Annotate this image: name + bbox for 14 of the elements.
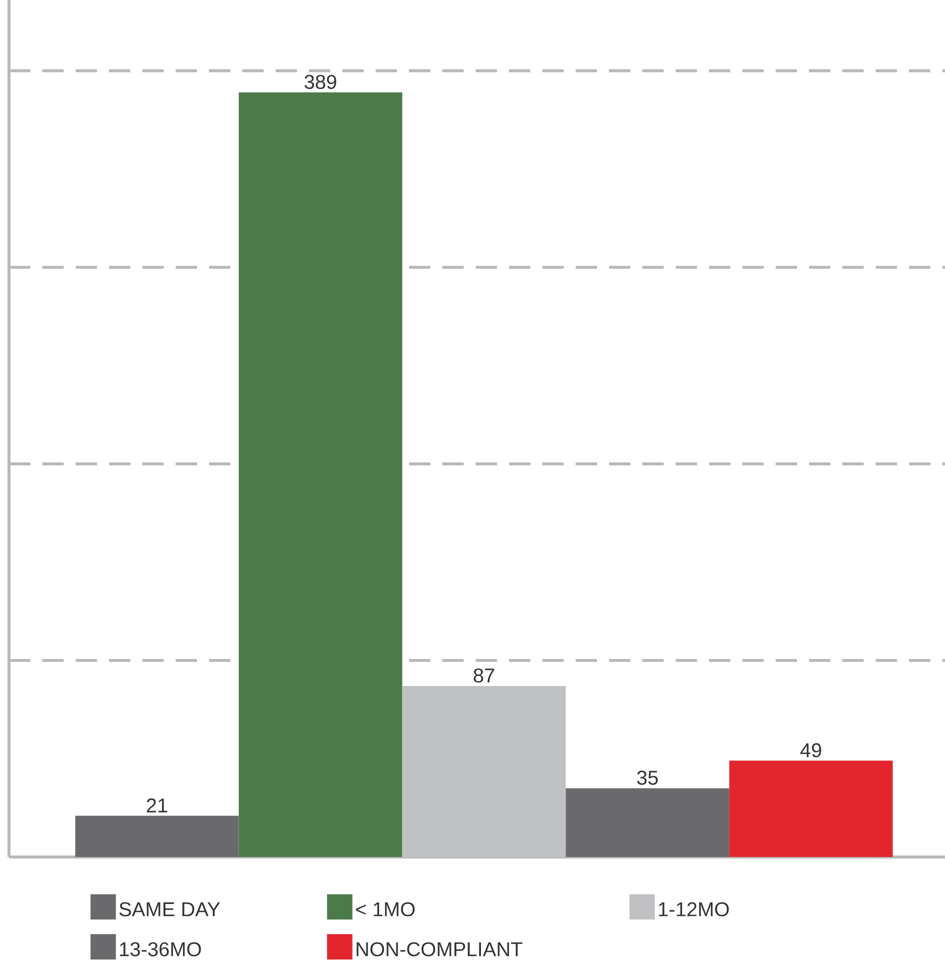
- bar: [566, 788, 730, 857]
- bar: [729, 760, 893, 857]
- bar: [75, 816, 239, 857]
- legend-label: NON-COMPLIANT: [356, 942, 522, 956]
- data-label: 35: [637, 770, 658, 785]
- data-label: 49: [800, 743, 822, 758]
- data-label: 389: [304, 74, 336, 89]
- legend-label: 13-36MO: [120, 942, 201, 956]
- legend-label: SAME DAY: [119, 902, 220, 916]
- bar: [238, 92, 402, 857]
- data-label: 87: [474, 668, 494, 683]
- data-label: 21: [146, 798, 168, 812]
- legend-label: < 1MO: [356, 902, 415, 916]
- legend-label: 1-12MO: [659, 902, 729, 916]
